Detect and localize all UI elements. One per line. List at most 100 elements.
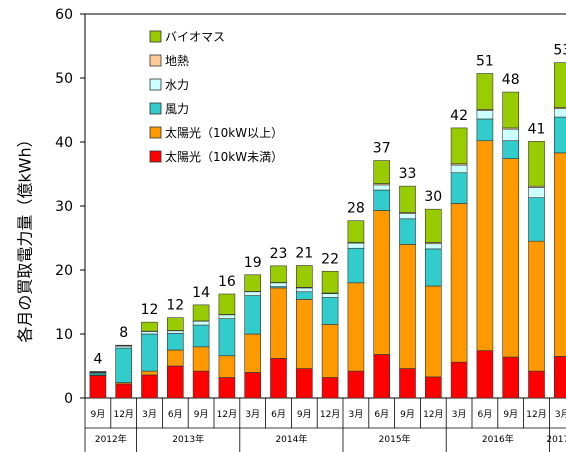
bar-segment	[295, 368, 313, 399]
bar-segment	[553, 356, 566, 399]
year-label: 2016年	[482, 433, 514, 445]
y-tick-label: 40	[55, 135, 73, 151]
bar-segment	[373, 160, 391, 184]
legend-label: 水力	[165, 78, 189, 92]
y-axis-label-group: 各月の買取電力量（億kWh）	[16, 131, 35, 342]
bar-segment	[244, 295, 261, 335]
total-value-label: 48	[502, 72, 520, 88]
bar-segment	[321, 270, 339, 294]
x-tick-label: 3月	[245, 409, 260, 420]
bar-segment	[218, 355, 236, 378]
bar-segment	[347, 220, 365, 243]
bar-segment	[476, 110, 494, 120]
bar-segment	[115, 383, 132, 399]
x-tick-label: 6月	[478, 409, 493, 420]
bar-segment	[321, 377, 339, 399]
bar-segment	[450, 172, 468, 204]
x-tick-label: 12月	[217, 409, 237, 420]
bar-segment	[295, 291, 313, 300]
total-value-label: 16	[218, 274, 236, 290]
bar-segment	[141, 333, 158, 372]
total-value-label: 23	[270, 246, 288, 262]
bar-segment	[218, 377, 236, 399]
bar-segment	[399, 213, 416, 220]
x-tick-label: 3月	[142, 409, 157, 420]
bar-segment	[502, 158, 520, 358]
bar-segment	[424, 376, 442, 399]
bar-segment	[399, 244, 416, 369]
bar-segment	[192, 304, 210, 322]
x-tick-label: 9月	[503, 409, 518, 420]
bar-segment	[321, 324, 339, 378]
bar-segment	[450, 361, 468, 399]
y-tick-label: 60	[55, 7, 73, 23]
x-tick-label: 3月	[452, 409, 467, 420]
bar-segment	[450, 203, 468, 363]
bar-segment	[167, 365, 184, 399]
bar-segment	[502, 140, 520, 159]
bar-segment	[399, 218, 416, 245]
bar-segment	[476, 73, 494, 110]
total-value-label: 30	[424, 189, 442, 205]
bar-segment	[270, 287, 287, 359]
bar-segment	[528, 197, 545, 242]
year-label: 2012年	[95, 433, 127, 445]
total-value-label: 42	[450, 108, 468, 124]
bar-segment	[450, 127, 468, 165]
bar-segment	[321, 297, 339, 325]
bar-segment	[347, 370, 365, 399]
y-tick-label: 20	[55, 263, 73, 279]
bar-segment	[244, 372, 261, 399]
bar-segment	[528, 240, 545, 372]
y-tick-label: 50	[55, 71, 73, 87]
bar-segment	[115, 347, 132, 383]
bar-segment	[528, 141, 545, 187]
bar-segment	[270, 358, 287, 399]
bar-segment	[553, 108, 566, 118]
bar-segment	[192, 324, 210, 348]
bar-segment	[192, 320, 210, 326]
legend-swatch	[149, 78, 162, 91]
bar-segment	[270, 282, 287, 287]
total-value-label: 41	[528, 121, 546, 137]
total-value-label: 37	[373, 141, 391, 157]
bar-segment	[373, 210, 391, 355]
year-label: 2015年	[379, 433, 411, 445]
bar-segment	[553, 116, 566, 154]
bar-segment	[450, 164, 468, 174]
x-tick-label: 9月	[194, 409, 209, 420]
bar-segment	[399, 185, 416, 213]
y-tick-label: 10	[55, 327, 73, 343]
bar-segment	[141, 331, 158, 335]
bar-segment	[167, 349, 184, 367]
legend-swatch	[149, 150, 162, 163]
bar-segment	[270, 265, 287, 283]
x-tick-label: 9月	[91, 409, 106, 420]
x-tick-label: 12月	[526, 409, 546, 420]
bar-segment	[295, 299, 313, 369]
total-value-label: 51	[476, 54, 494, 70]
total-value-label: 14	[192, 285, 210, 301]
y-tick-label: 30	[55, 199, 73, 215]
total-value-label: 22	[321, 251, 339, 267]
bar-segment	[476, 350, 494, 399]
total-value-label: 28	[347, 201, 365, 217]
bar-segment	[89, 375, 107, 399]
axes: 0 10 20 30 40 50 60	[55, 7, 566, 407]
bar-segment	[553, 62, 566, 108]
legend-label: 地熱	[165, 54, 189, 68]
total-value-label: 21	[295, 246, 313, 262]
bar-segment	[218, 314, 236, 319]
bar-segment	[167, 330, 184, 334]
bar-segment	[295, 265, 313, 288]
bar-segment	[502, 128, 520, 142]
x-tick-label: 6月	[271, 409, 286, 420]
bar-segment	[141, 321, 158, 332]
bar-segment	[347, 247, 365, 284]
legend-swatch	[149, 126, 162, 139]
year-label: 2014年	[275, 433, 307, 445]
total-value-label: 8	[119, 325, 128, 341]
bars	[89, 62, 566, 399]
